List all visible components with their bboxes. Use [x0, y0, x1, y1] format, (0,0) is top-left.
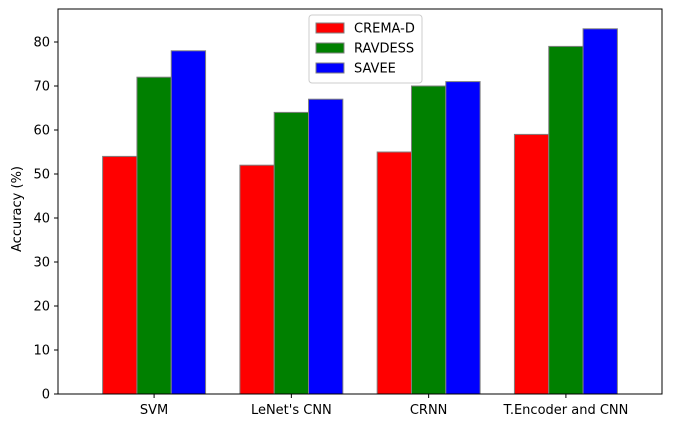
legend-label-crema-d: CREMA-D	[354, 22, 415, 37]
x-tick-label: CRNN	[410, 403, 448, 418]
legend-swatch-ravdess	[315, 42, 345, 54]
bar-savee-1	[308, 98, 344, 395]
legend-label-savee: SAVEE	[354, 62, 396, 77]
y-tick-label: 80	[33, 36, 50, 51]
axes-layer: 0 10 20 30 40 50 60 70 80 SVM LeNet's CNN CRNN T.Enc…	[33, 8, 663, 418]
legend-swatch-savee	[315, 62, 345, 74]
bar-savee-0	[170, 50, 207, 395]
x-tick-label: T.Encoder and CNN	[502, 403, 628, 418]
x-tick-label: SVM	[140, 403, 168, 418]
y-axis-label: Accuracy (%)	[10, 166, 25, 252]
y-tick-label: 50	[33, 168, 50, 183]
y-tick-label: 20	[33, 300, 50, 315]
bar-ravdess-0	[136, 76, 172, 395]
bar-ravdess-3	[548, 45, 584, 395]
y-tick-label: 30	[33, 256, 50, 271]
bar-ravdess-2	[410, 85, 447, 395]
plot-frame	[57, 8, 663, 395]
bar-crema-d-0	[102, 155, 138, 395]
bar-crema-d-2	[376, 151, 412, 395]
bar-savee-3	[582, 28, 618, 395]
legend-label-ravdess: RAVDESS	[354, 42, 414, 57]
bars-layer	[102, 28, 618, 395]
y-tick-label: 70	[33, 80, 50, 95]
bar-crema-d-1	[239, 164, 275, 395]
legend: CREMA-D RAVDESS SAVEE	[308, 14, 423, 84]
y-tick-label: 10	[33, 344, 50, 359]
bar-ravdess-1	[273, 111, 310, 395]
bar-savee-2	[445, 81, 481, 395]
x-tick-label: LeNet's CNN	[251, 403, 332, 418]
legend-swatch-crema-d	[315, 22, 345, 34]
y-tick-label: 40	[33, 212, 50, 227]
bar-crema-d-3	[513, 133, 550, 395]
y-tick-label: 0	[42, 388, 50, 403]
y-tick-label: 60	[33, 124, 50, 139]
